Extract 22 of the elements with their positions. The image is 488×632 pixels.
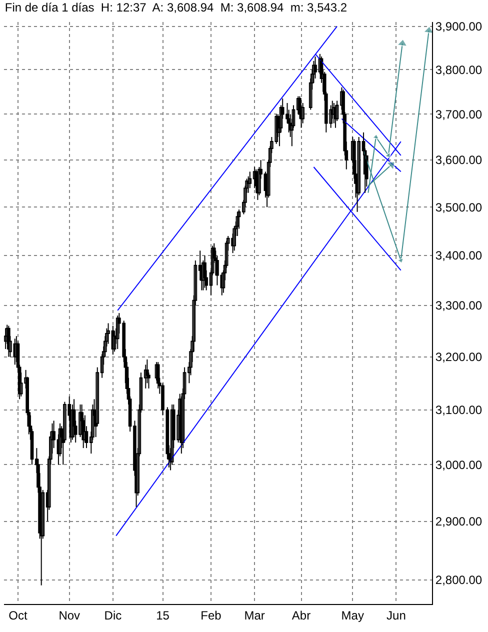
x-tick-label: Abr	[292, 608, 311, 622]
y-tick-label: 3,500.00	[435, 200, 482, 214]
x-tick-label: 15	[156, 608, 170, 622]
y-tick-label: 3,900.00	[435, 19, 482, 34]
y-tick-label: 3,300.00	[435, 298, 482, 313]
chart-title: Fin de día 1 días H: 12:37 A: 3,608.94 M: 3,608.94 m: 3,543.2	[4, 0, 348, 15]
x-tick-label: May	[341, 608, 364, 622]
y-tick-label: 3,000.00	[435, 458, 482, 472]
y-tick-label: 3,100.00	[435, 403, 482, 418]
y-tick-label: 2,900.00	[435, 514, 482, 529]
y-tick-label: 2,800.00	[435, 573, 482, 588]
y-tick-label: 3,600.00	[435, 153, 482, 168]
x-tick-label: Jun	[386, 608, 406, 622]
y-tick-label: 3,800.00	[435, 62, 482, 77]
x-tick-label: Nov	[58, 608, 80, 622]
y-tick-label: 3,200.00	[435, 350, 482, 364]
x-tick-label: Feb	[200, 608, 222, 622]
x-tick-label: Oct	[8, 608, 28, 622]
y-tick-label: 3,400.00	[435, 248, 482, 263]
x-tick-label: Dic	[104, 608, 122, 622]
y-tick-label: 3,700.00	[435, 107, 482, 122]
x-tick-label: Mar	[244, 608, 265, 622]
